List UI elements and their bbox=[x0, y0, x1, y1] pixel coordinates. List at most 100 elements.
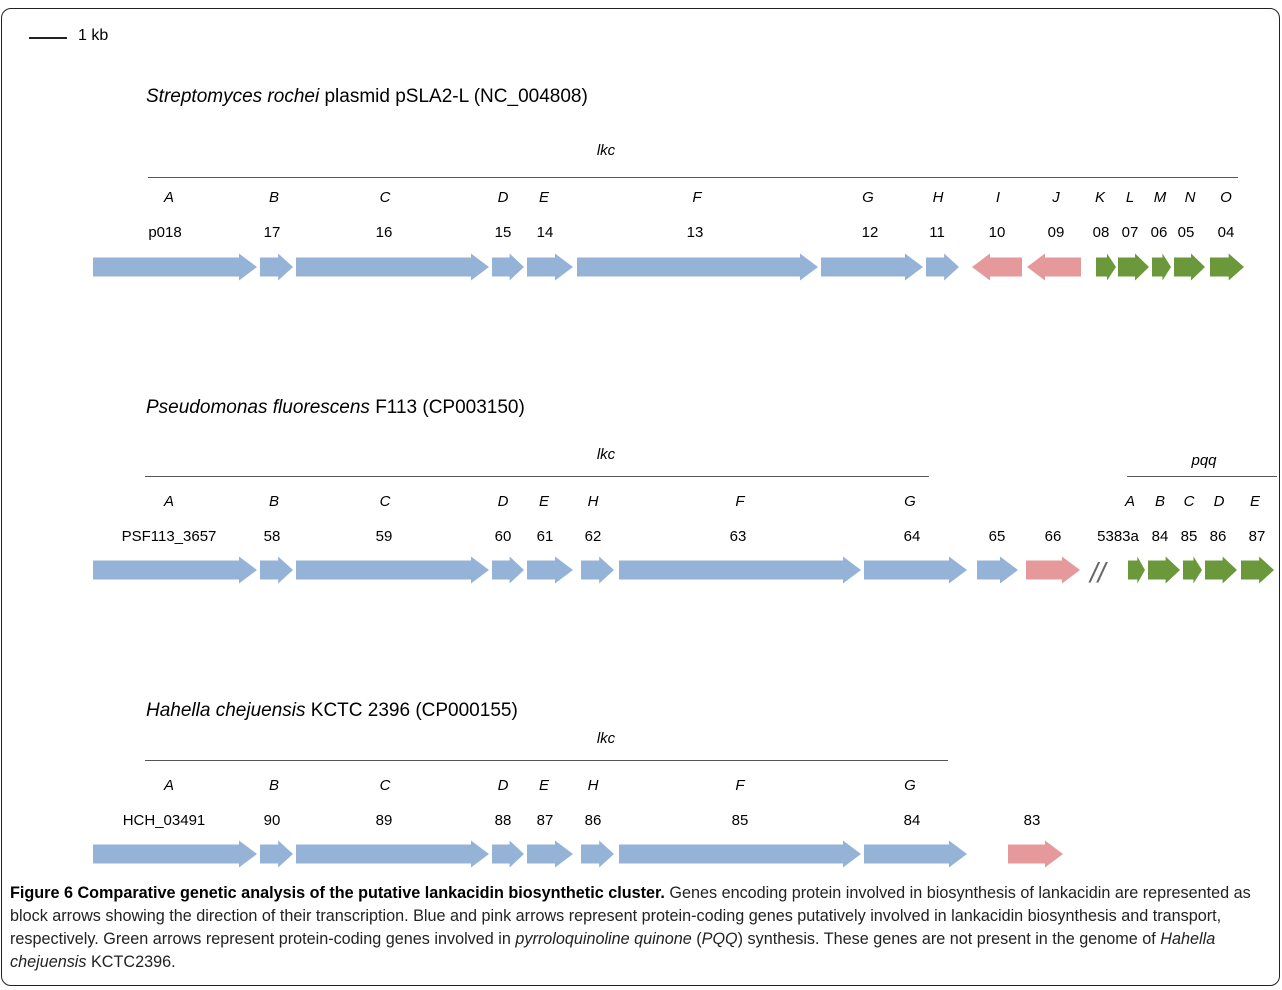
cluster-3-group-lkc-line bbox=[145, 760, 948, 761]
cluster-1-gene-letter: O bbox=[1220, 189, 1232, 206]
cluster-2-gene-id: 64 bbox=[903, 528, 921, 545]
gene-arrow-blue bbox=[527, 556, 573, 584]
gene-arrow-blue bbox=[296, 253, 489, 281]
cluster-3-title: Hahella chejuensis KCTC 2396 (CP000155) bbox=[146, 700, 518, 722]
cluster-1-gene-id: 15 bbox=[494, 224, 512, 241]
gene-arrow-blue bbox=[527, 840, 573, 868]
cluster-1-gene-id: p018 bbox=[148, 224, 182, 241]
cluster-1-title-rest: plasmid pSLA2-L (NC_004808) bbox=[319, 86, 588, 107]
cluster-1-gene-letter: D bbox=[497, 189, 509, 206]
gene-arrow-blue bbox=[492, 556, 524, 584]
cluster-2-gene-id: 86 bbox=[1209, 528, 1227, 545]
cluster-2-group-lkc-line bbox=[145, 476, 929, 477]
cluster-1-gene-letter: L bbox=[1125, 189, 1135, 206]
cluster-2-gene-id: 62 bbox=[584, 528, 602, 545]
gene-arrow-blue bbox=[821, 253, 923, 281]
cluster-2-gene-id: 66 bbox=[1044, 528, 1062, 545]
gene-arrow-green bbox=[1118, 253, 1149, 281]
caption-text-2: ( bbox=[691, 930, 702, 948]
cluster-3-organism: Hahella chejuensis bbox=[146, 700, 306, 721]
cluster-3-gene-id: 88 bbox=[494, 812, 512, 829]
figure-caption: Figure 6 Comparative genetic analysis of… bbox=[10, 882, 1272, 974]
cluster-3-gene-letter: E bbox=[538, 777, 550, 794]
gene-arrow-blue bbox=[577, 253, 818, 281]
cluster-1-gene-letter: M bbox=[1153, 189, 1167, 206]
cluster-1-gene-id: 16 bbox=[375, 224, 393, 241]
gene-arrow-green bbox=[1148, 556, 1180, 584]
gene-arrow-blue bbox=[926, 253, 959, 281]
cluster-3-gene-letter: C bbox=[379, 777, 391, 794]
gene-arrow-green bbox=[1210, 253, 1244, 281]
cluster-3-gene-id: 89 bbox=[375, 812, 393, 829]
cluster-2-gene-letter: D bbox=[497, 493, 509, 510]
cluster-3-gene-id: 85 bbox=[731, 812, 749, 829]
cluster-1-gene-letter: B bbox=[268, 189, 280, 206]
caption-italic-1: pyrroloquinoline quinone bbox=[515, 930, 692, 948]
cluster-2-gene-id: 84 bbox=[1151, 528, 1169, 545]
cluster-1-gene-id: 05 bbox=[1177, 224, 1195, 241]
cluster-2-gene-letter: D bbox=[1213, 493, 1225, 510]
cluster-1-gene-id: 07 bbox=[1121, 224, 1139, 241]
cluster-2-gene-id: 5383a bbox=[1097, 528, 1139, 545]
cluster-3-gene-letter: B bbox=[268, 777, 280, 794]
gene-arrow-green bbox=[1241, 556, 1274, 584]
cluster-1-gene-letter: I bbox=[995, 189, 1001, 206]
cluster-3-gene-letter: G bbox=[904, 777, 916, 794]
cluster-2-gene-letter: H bbox=[587, 493, 599, 510]
cluster-3-gene-id: 87 bbox=[536, 812, 554, 829]
cluster-2-gene-letter: E bbox=[1249, 493, 1261, 510]
gene-arrow-blue bbox=[93, 840, 257, 868]
gene-arrow-blue bbox=[296, 556, 489, 584]
cluster-2-gene-letter: A bbox=[1124, 493, 1136, 510]
cluster-3-gene-letter: D bbox=[497, 777, 509, 794]
cluster-2-title-rest: F113 (CP003150) bbox=[369, 397, 525, 418]
cluster-2-group-lkc-label: lkc bbox=[596, 446, 616, 463]
cluster-2-gene-id: 87 bbox=[1248, 528, 1266, 545]
cluster-2-gene-letter: B bbox=[268, 493, 280, 510]
figure-border bbox=[1, 8, 1280, 986]
cluster-2-gene-letter: A bbox=[163, 493, 175, 510]
gene-arrow-blue bbox=[864, 556, 967, 584]
gene-arrow-green bbox=[1128, 556, 1145, 584]
cluster-1-gene-id: 17 bbox=[263, 224, 281, 241]
cluster-2-gene-letter: B bbox=[1154, 493, 1166, 510]
cluster-1-gene-letter: N bbox=[1184, 189, 1196, 206]
cluster-1-gene-letter: A bbox=[163, 189, 175, 206]
cluster-1-gene-letter: E bbox=[538, 189, 550, 206]
gene-arrow-blue bbox=[619, 840, 861, 868]
cluster-1-gene-letter: F bbox=[692, 189, 702, 206]
cluster-1-gene-id: 11 bbox=[929, 224, 945, 241]
scale-bar-label: 1 kb bbox=[78, 27, 109, 44]
gene-arrow-green bbox=[1205, 556, 1237, 584]
cluster-3-gene-letter: F bbox=[735, 777, 745, 794]
cluster-2-break-mark: // bbox=[1088, 557, 1109, 588]
caption-text-1: Genes encoding protein involved in biosy… bbox=[10, 884, 1251, 948]
cluster-2-gene-letter: F bbox=[735, 493, 745, 510]
gene-arrow-blue bbox=[260, 253, 293, 281]
cluster-2-gene-id: 61 bbox=[536, 528, 554, 545]
cluster-1-organism: Streptomyces rochei bbox=[146, 86, 320, 107]
cluster-3-gene-id: 86 bbox=[584, 812, 602, 829]
gene-arrow-blue bbox=[619, 556, 861, 584]
gene-arrow-pink bbox=[972, 253, 1022, 281]
cluster-1-gene-id: 14 bbox=[536, 224, 554, 241]
cluster-2-organism: Pseudomonas fluorescens bbox=[146, 397, 370, 418]
gene-arrow-blue bbox=[296, 840, 489, 868]
gene-arrow-green bbox=[1183, 556, 1202, 584]
cluster-1-gene-letter: K bbox=[1094, 189, 1106, 206]
cluster-2-title: Pseudomonas fluorescens F113 (CP003150) bbox=[146, 397, 525, 419]
cluster-1-gene-letter: J bbox=[1052, 189, 1060, 206]
gene-arrow-blue bbox=[581, 840, 614, 868]
cluster-3-gene-id: 83 bbox=[1023, 812, 1041, 829]
gene-arrow-blue bbox=[93, 556, 257, 584]
gene-arrow-pink bbox=[1026, 556, 1080, 584]
gene-arrow-blue bbox=[527, 253, 573, 281]
cluster-3-gene-letter: H bbox=[587, 777, 599, 794]
caption-title: Figure 6 Comparative genetic analysis of… bbox=[10, 884, 665, 902]
gene-arrow-blue bbox=[492, 840, 524, 868]
cluster-2-group-pqq-label: pqq bbox=[1191, 452, 1217, 469]
caption-text-3: ) synthesis. These genes are not present… bbox=[737, 930, 1161, 948]
cluster-1-gene-id: 10 bbox=[988, 224, 1006, 241]
